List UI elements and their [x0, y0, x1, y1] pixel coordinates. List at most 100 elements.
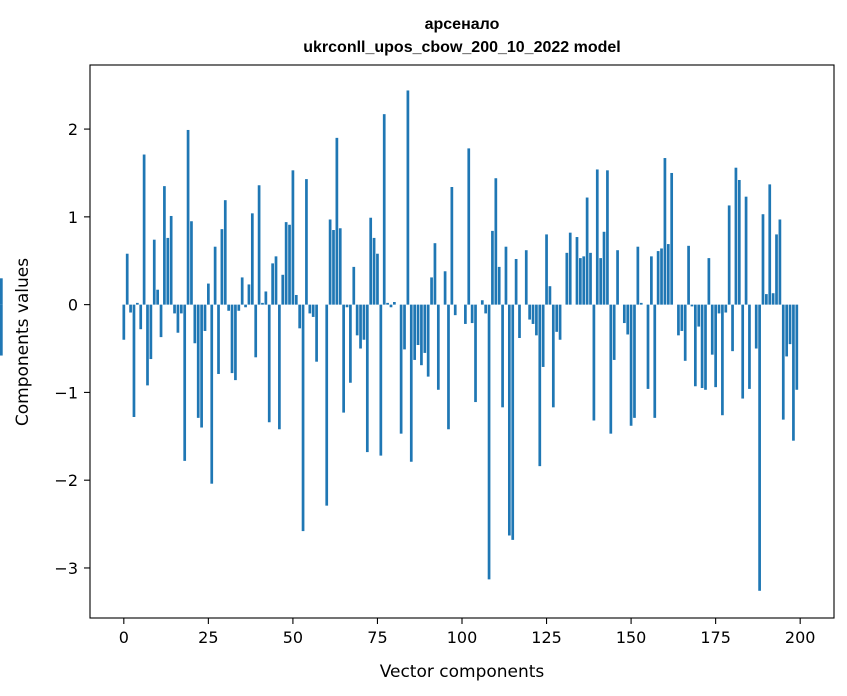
bar	[487, 304, 491, 580]
bar	[565, 252, 569, 305]
bar	[149, 304, 153, 360]
bar	[693, 304, 697, 387]
bar	[582, 256, 586, 305]
bar	[234, 304, 237, 381]
bar	[362, 304, 366, 340]
bar	[254, 304, 258, 358]
y-tick-label: −3	[54, 559, 78, 578]
bar	[372, 237, 376, 305]
bar	[338, 228, 342, 305]
bar	[474, 304, 477, 403]
bar	[592, 304, 596, 421]
x-tick-label: 50	[283, 628, 303, 647]
bar	[220, 229, 224, 305]
bar	[535, 304, 538, 336]
bar	[240, 277, 244, 305]
bar	[207, 283, 210, 305]
bar	[531, 304, 535, 324]
bar	[267, 304, 271, 423]
bar	[443, 271, 447, 305]
bar	[724, 304, 728, 313]
bar	[139, 304, 143, 330]
bar	[230, 304, 234, 374]
bar	[612, 304, 616, 360]
y-tick-label: 0	[68, 296, 78, 315]
bar	[464, 304, 467, 324]
y-tick-label: −2	[54, 471, 78, 490]
bar	[717, 304, 721, 314]
bar	[754, 304, 758, 349]
bar	[518, 304, 521, 338]
bar	[795, 304, 799, 390]
bar	[450, 187, 454, 305]
bar	[595, 169, 599, 305]
y-tick-label: 2	[68, 120, 78, 139]
bar	[585, 197, 589, 305]
bar	[633, 304, 636, 418]
bar	[528, 304, 531, 320]
bar	[393, 302, 396, 305]
bar	[792, 304, 795, 441]
bar	[524, 250, 528, 305]
bar	[169, 215, 173, 305]
x-tick-label: 75	[367, 628, 387, 647]
chart-subtitle: ukrconll_upos_cbow_200_10_2022 model	[303, 39, 620, 56]
bar	[305, 179, 308, 305]
bar	[470, 304, 474, 324]
bar	[179, 304, 183, 314]
bar	[200, 304, 203, 428]
bar	[781, 304, 785, 420]
bar	[250, 213, 254, 305]
bar	[291, 170, 295, 305]
bar	[271, 263, 274, 305]
bar	[551, 304, 555, 408]
bar	[355, 304, 359, 336]
bar	[626, 304, 630, 335]
bar	[430, 277, 433, 305]
bar	[589, 252, 592, 305]
y-tick-label: 1	[68, 208, 78, 227]
bar	[0, 278, 3, 305]
bar	[629, 304, 633, 426]
bar	[244, 304, 247, 308]
bar	[237, 304, 241, 311]
bar	[274, 256, 278, 305]
bar	[359, 304, 362, 349]
bar	[765, 294, 768, 305]
x-axis-ticks: 0 25 50 75 100 125 150 175 200	[119, 618, 815, 647]
bar	[382, 114, 386, 305]
bar	[264, 291, 268, 305]
bar	[152, 239, 156, 305]
bar	[447, 304, 450, 430]
bar	[288, 224, 291, 305]
bar	[494, 178, 498, 305]
bar	[504, 246, 508, 305]
bar	[453, 304, 457, 316]
bar	[159, 304, 163, 338]
bars-group	[0, 90, 799, 591]
bar	[748, 304, 751, 389]
bar	[142, 154, 146, 305]
bar	[480, 300, 484, 305]
bar	[365, 304, 369, 453]
bar	[173, 304, 176, 314]
bar	[406, 90, 410, 305]
bar	[606, 170, 609, 305]
bar	[663, 158, 667, 305]
plot-area	[90, 65, 834, 618]
bar	[166, 237, 170, 305]
bar	[146, 304, 149, 386]
bar	[0, 304, 3, 356]
bar	[501, 304, 504, 408]
bar	[284, 222, 288, 305]
bar	[609, 304, 613, 434]
y-tick-label: −1	[54, 383, 78, 402]
bar	[737, 179, 741, 305]
bar	[575, 237, 579, 305]
bar	[223, 200, 227, 305]
bar	[349, 304, 352, 383]
bar	[687, 245, 690, 305]
y-axis-ticks: −3 −2 −1 0 1 2	[54, 120, 90, 578]
bar	[653, 304, 657, 418]
